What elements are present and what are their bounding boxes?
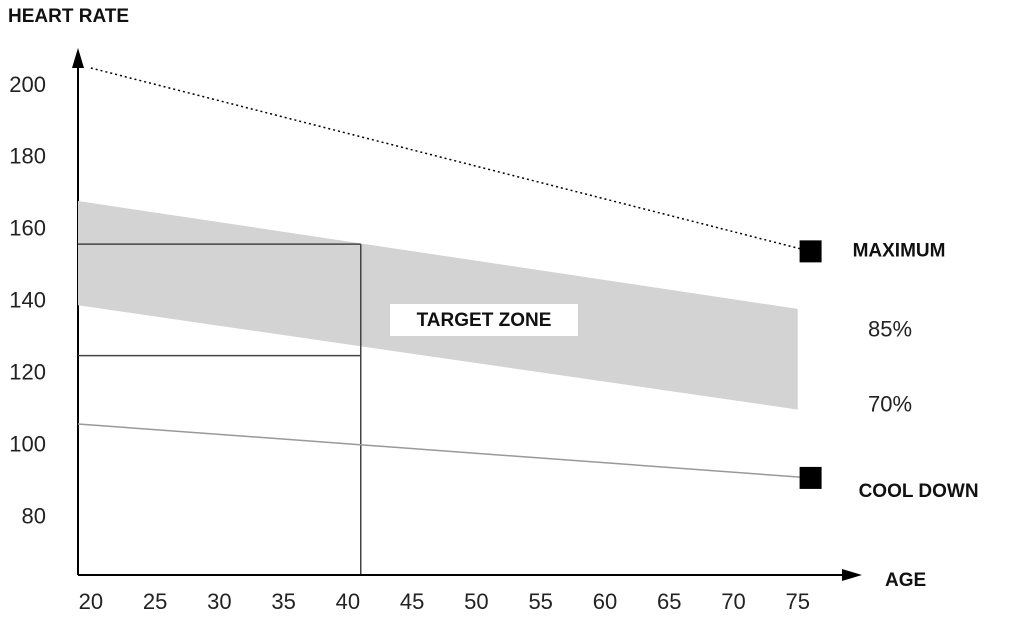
y-axis-title: HEART RATE (8, 6, 129, 27)
series-line (77, 423, 811, 479)
y-tick-label: 200 (9, 72, 46, 97)
series-marker (799, 240, 822, 263)
target-zone-label: TARGET ZONE (417, 310, 552, 331)
x-axis-title: AGE (885, 570, 926, 591)
x-tick-label: 60 (593, 589, 617, 614)
x-tick-label: 25 (143, 589, 167, 614)
legend-label: MAXIMUM (853, 240, 946, 261)
series-line (90, 67, 811, 253)
target-zone-box (390, 304, 578, 336)
y-tick-label: 100 (9, 431, 46, 456)
x-axis-arrow (842, 569, 862, 581)
x-tick-label: 40 (336, 589, 360, 614)
x-tick-label: 70 (721, 589, 745, 614)
y-axis-arrow (72, 48, 84, 68)
x-tick-label: 50 (464, 589, 488, 614)
y-tick-label: 80 (22, 503, 46, 528)
series-marker (799, 466, 822, 489)
y-tick-label: 120 (9, 359, 46, 384)
x-tick-label: 55 (528, 589, 552, 614)
band-upper-label: 85% (868, 317, 912, 342)
x-tick-label: 20 (79, 589, 103, 614)
x-tick-label: 35 (271, 589, 295, 614)
x-tick-label: 45 (400, 589, 424, 614)
x-tick-label: 75 (785, 589, 809, 614)
x-tick-label: 30 (207, 589, 231, 614)
legend-label: COOL DOWN (859, 481, 979, 502)
x-tick-label: 65 (657, 589, 681, 614)
y-tick-label: 180 (9, 144, 46, 169)
y-tick-label: 160 (9, 216, 46, 241)
band-lower-label: 70% (868, 391, 912, 416)
y-tick-label: 140 (9, 288, 46, 313)
